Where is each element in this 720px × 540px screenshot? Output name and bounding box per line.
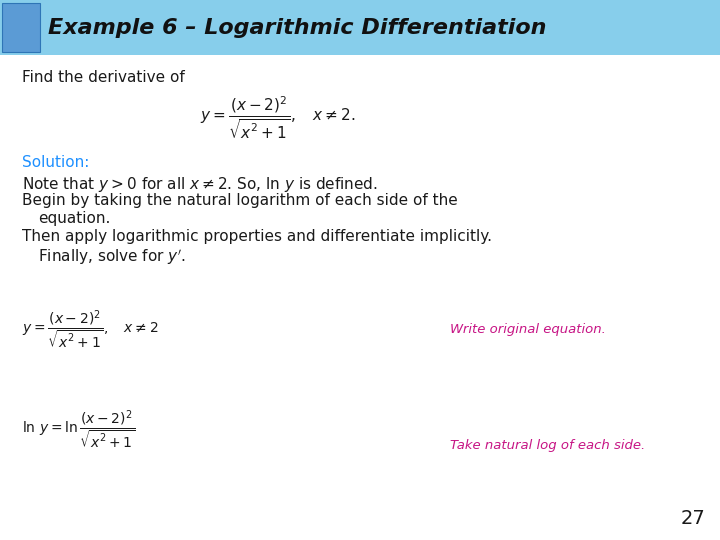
Text: Write original equation.: Write original equation. bbox=[450, 323, 606, 336]
Text: $\ln\, y = \ln \dfrac{(x-2)^2}{\sqrt{x^2+1}}$: $\ln\, y = \ln \dfrac{(x-2)^2}{\sqrt{x^2… bbox=[22, 409, 135, 451]
Text: Find the derivative of: Find the derivative of bbox=[22, 70, 185, 85]
Text: 27: 27 bbox=[680, 509, 705, 528]
Text: equation.: equation. bbox=[38, 211, 110, 226]
Text: Then apply logarithmic properties and differentiate implicitly.: Then apply logarithmic properties and di… bbox=[22, 229, 492, 244]
Text: $y = \dfrac{(x-2)^2}{\sqrt{x^2+1}}, \quad x \neq 2.$: $y = \dfrac{(x-2)^2}{\sqrt{x^2+1}}, \qua… bbox=[200, 95, 356, 141]
Text: Take natural log of each side.: Take natural log of each side. bbox=[450, 438, 645, 451]
Text: Note that $y > 0$ for all $x \neq 2$. So, ln $y$ is defined.: Note that $y > 0$ for all $x \neq 2$. So… bbox=[22, 175, 378, 194]
Text: Example 6 – Logarithmic Differentiation: Example 6 – Logarithmic Differentiation bbox=[48, 18, 546, 38]
Text: Solution:: Solution: bbox=[22, 155, 89, 170]
Text: Finally, solve for $y'$.: Finally, solve for $y'$. bbox=[38, 247, 186, 267]
FancyBboxPatch shape bbox=[2, 3, 40, 52]
Text: Begin by taking the natural logarithm of each side of the: Begin by taking the natural logarithm of… bbox=[22, 193, 458, 208]
Text: $y = \dfrac{(x-2)^2}{\sqrt{x^2+1}}, \quad x \neq 2$: $y = \dfrac{(x-2)^2}{\sqrt{x^2+1}}, \qua… bbox=[22, 309, 158, 351]
FancyBboxPatch shape bbox=[0, 0, 720, 55]
